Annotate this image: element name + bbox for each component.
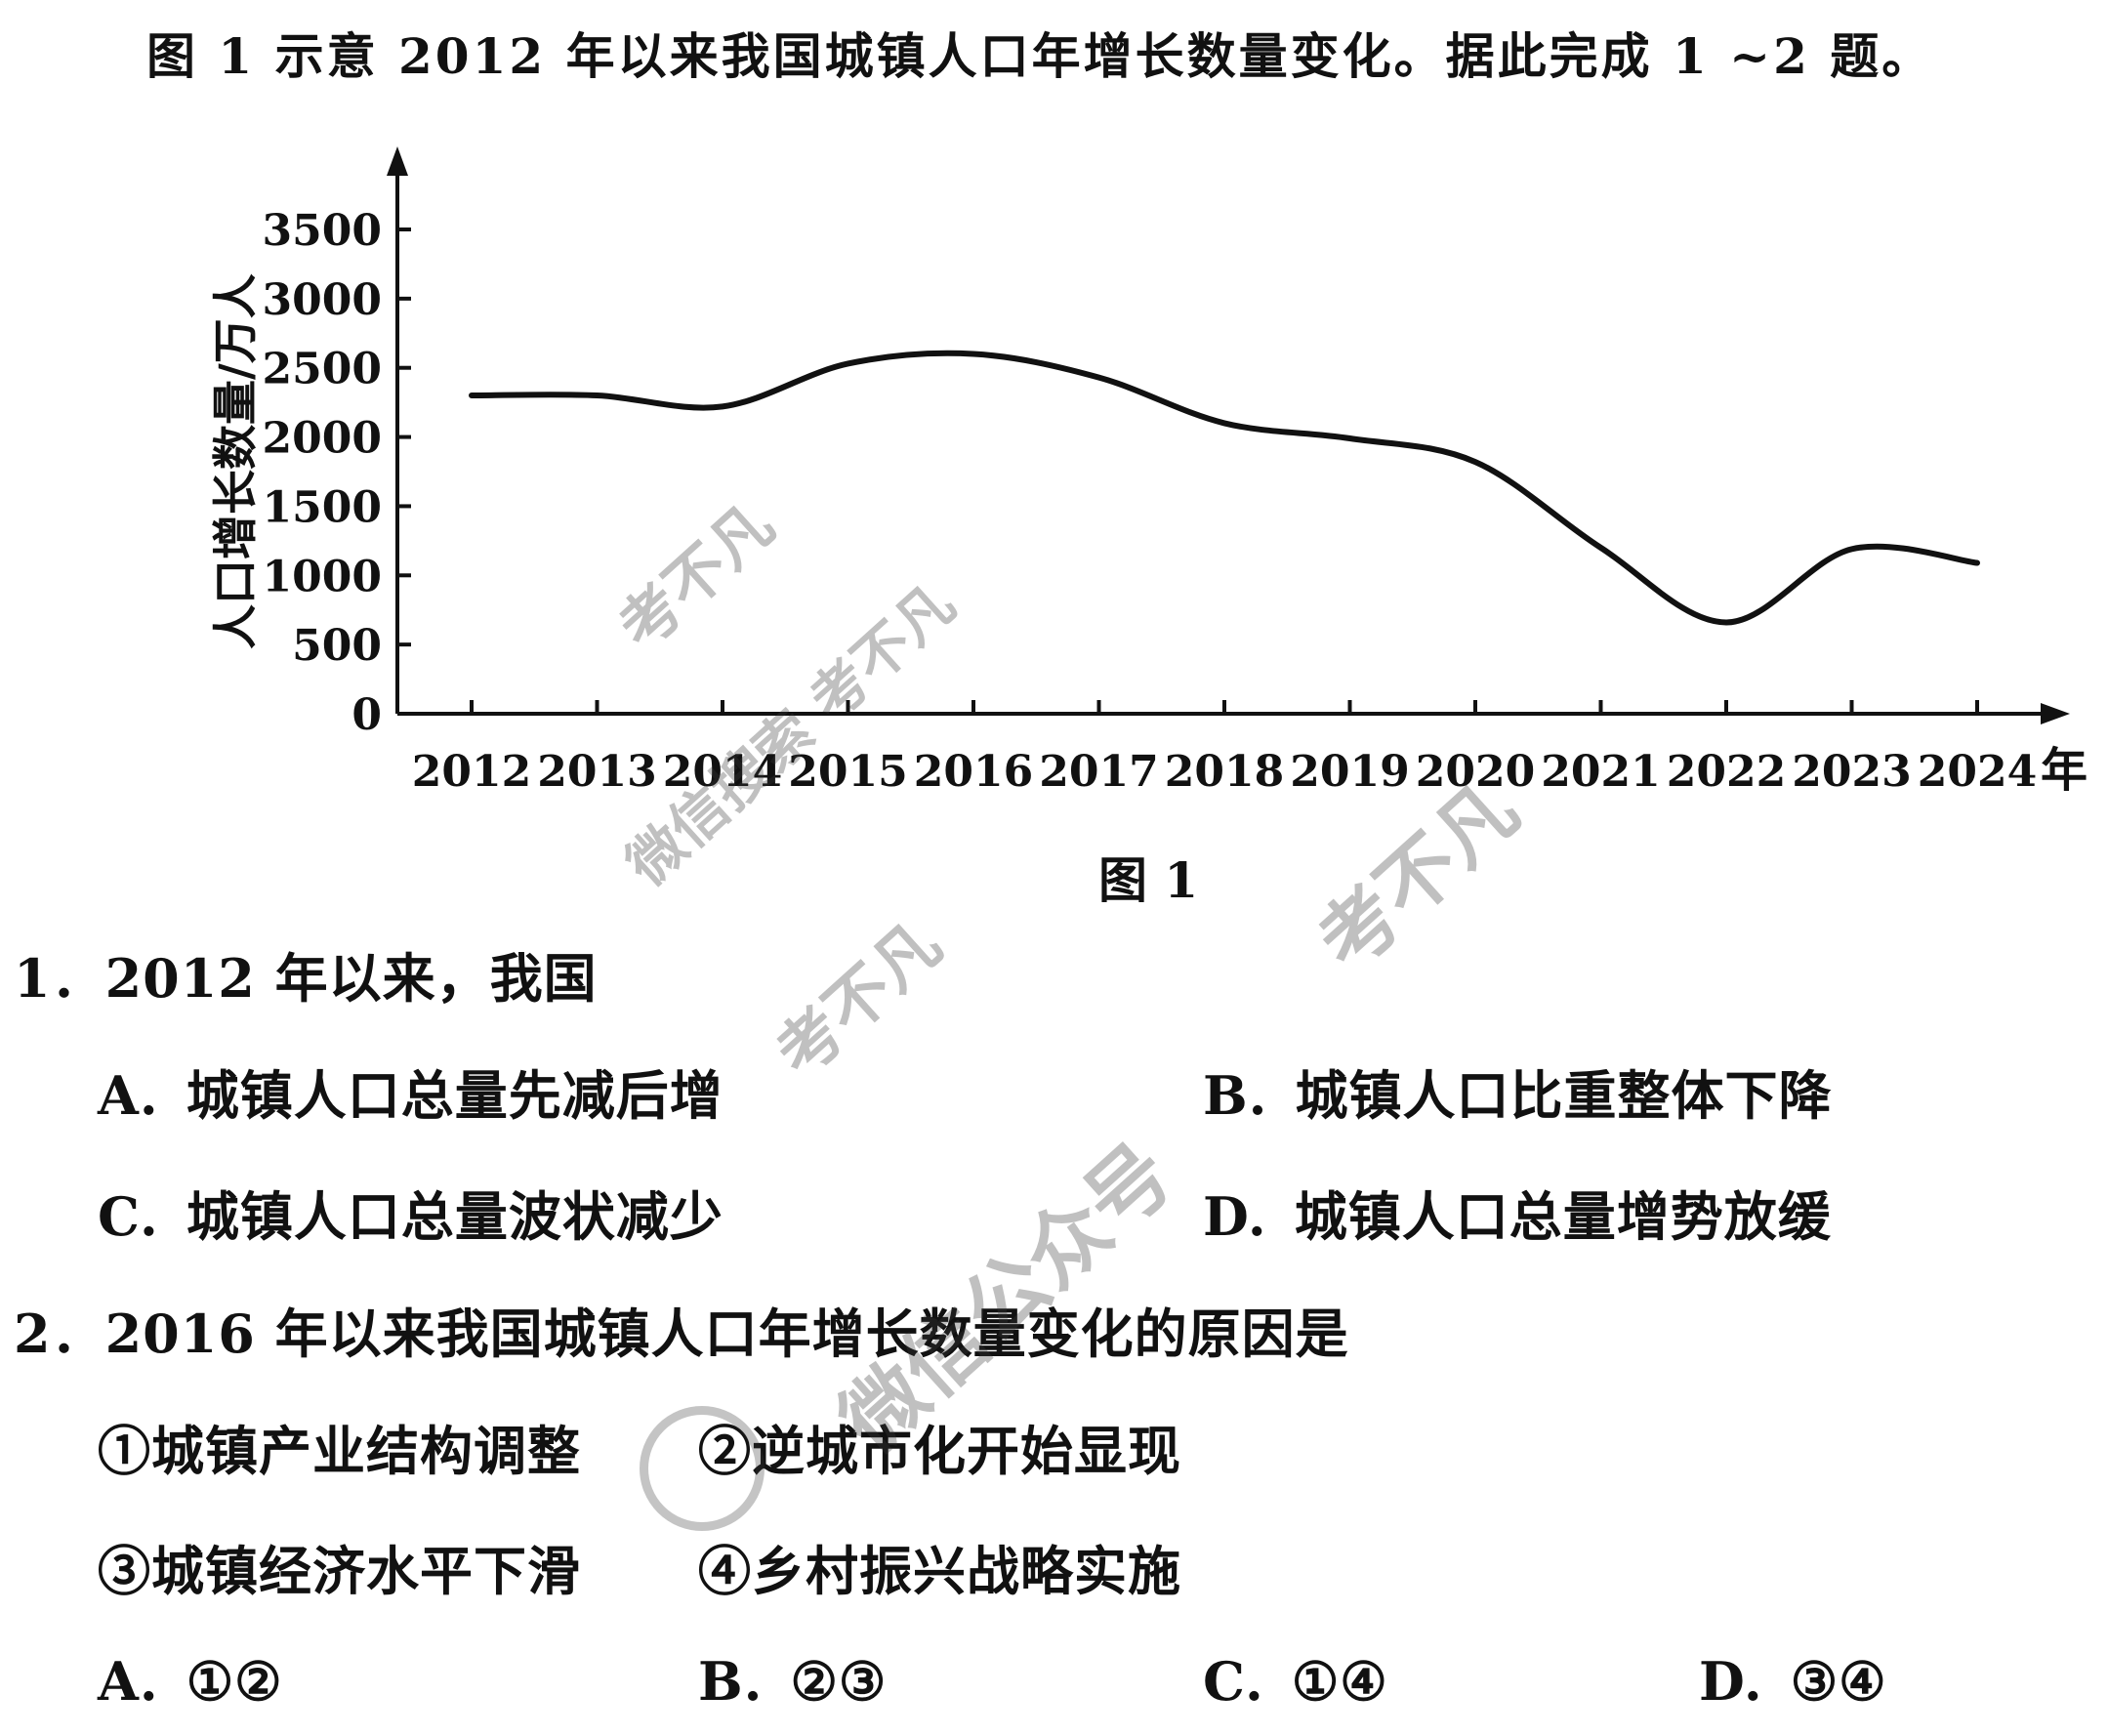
y-axis-arrow: [387, 146, 408, 176]
q2-option-a[interactable]: A. ①②: [98, 1650, 283, 1713]
option-letter: B.: [698, 1650, 764, 1713]
x-tick-label: 2019: [1290, 747, 1409, 797]
y-tick-label: 1000: [263, 552, 382, 601]
option-text: ①②: [186, 1650, 283, 1713]
option-text: ①④: [1291, 1650, 1388, 1713]
option-text: ②③: [790, 1650, 888, 1713]
x-tick-label: 2024: [1918, 747, 2037, 797]
x-tick-label: 2023: [1792, 747, 1911, 797]
q1-option-a[interactable]: A. 城镇人口总量先减后增: [98, 1053, 723, 1130]
q1-option-b[interactable]: B. 城镇人口比重整体下降: [1203, 1053, 1832, 1130]
watermark-text: 考不凡: [762, 906, 956, 1093]
x-axis-arrow: [2041, 703, 2070, 724]
option-letter: C.: [1203, 1650, 1264, 1713]
question-1-stem: 1．2012 年以来，我国: [14, 947, 598, 1010]
y-tick-label: 3000: [263, 275, 382, 325]
y-tick-label: 2500: [263, 345, 382, 394]
option-text: 城镇人口比重整体下降: [1295, 1064, 1833, 1127]
x-tick-label: 2015: [788, 747, 907, 797]
q2-statement-2: ②逆城市化开始显现: [698, 1420, 1181, 1482]
option-letter: A.: [98, 1064, 159, 1127]
q2-statement-1: ①城镇产业结构调整: [98, 1420, 581, 1482]
question-2-stem: 2．2016 年以来我国城镇人口年增长数量变化的原因是: [14, 1302, 1349, 1365]
q2-option-b[interactable]: B. ②③: [698, 1650, 887, 1713]
series-line: [469, 350, 1980, 626]
y-tick-label: 1500: [263, 482, 382, 532]
option-text: ③④: [1790, 1650, 1887, 1713]
x-tick-label: 2014: [663, 747, 782, 797]
option-text: 城镇人口总量波状减少: [186, 1185, 723, 1248]
x-tick-label: 2012: [412, 747, 531, 797]
x-tick-label: 2013: [537, 747, 656, 797]
option-letter: C.: [98, 1185, 159, 1248]
q2-statement-4: ④乡村振兴战略实施: [698, 1540, 1181, 1602]
x-ticks: 2012 2013 2014 2015 2016 2017 2018 2019 2020 2021…: [412, 700, 2037, 797]
option-letter: D.: [1699, 1650, 1763, 1713]
figure-caption: 图 1: [1098, 851, 1199, 909]
y-tick-label: 3500: [263, 206, 382, 256]
q2-statement-3: ③城镇经济水平下滑: [98, 1540, 581, 1602]
option-text: 城镇人口总量增势放缓: [1294, 1185, 1832, 1248]
q2-option-d[interactable]: D. ③④: [1699, 1650, 1887, 1713]
wechat-watermark-icon: [640, 1406, 765, 1531]
x-axis-label: 年: [2041, 743, 2087, 798]
x-tick-label: 2018: [1165, 747, 1284, 797]
x-tick-label: 2017: [1039, 747, 1158, 797]
q1-option-d[interactable]: D. 城镇人口总量增势放缓: [1203, 1174, 1832, 1251]
x-tick-label: 2021: [1541, 747, 1660, 797]
option-letter: B.: [1203, 1064, 1268, 1127]
x-tick-label: 2020: [1416, 747, 1535, 797]
q2-option-c[interactable]: C. ①④: [1203, 1650, 1388, 1713]
q1-option-c[interactable]: C. 城镇人口总量波状减少: [98, 1174, 723, 1251]
option-letter: D.: [1203, 1185, 1267, 1248]
series-layer: [469, 350, 1980, 626]
x-tick-label: 2016: [914, 747, 1033, 797]
y-axis-label: 人口增长数量/万人: [209, 273, 262, 649]
option-text: 城镇人口总量先减后增: [186, 1064, 723, 1127]
option-letter: A.: [98, 1650, 159, 1713]
chart-axes: [387, 146, 2070, 724]
y-tick-label: 0: [351, 690, 382, 740]
intro-text: 图 1 示意 2012 年以来我国城镇人口年增长数量变化。据此完成 1 ~2 题…: [146, 27, 1934, 85]
x-tick-label: 2022: [1667, 747, 1786, 797]
y-ticks: 0 500 1000 1500 2000 2500 3000 3500: [263, 206, 411, 740]
y-tick-label: 500: [292, 621, 382, 671]
y-tick-label: 2000: [263, 414, 382, 464]
